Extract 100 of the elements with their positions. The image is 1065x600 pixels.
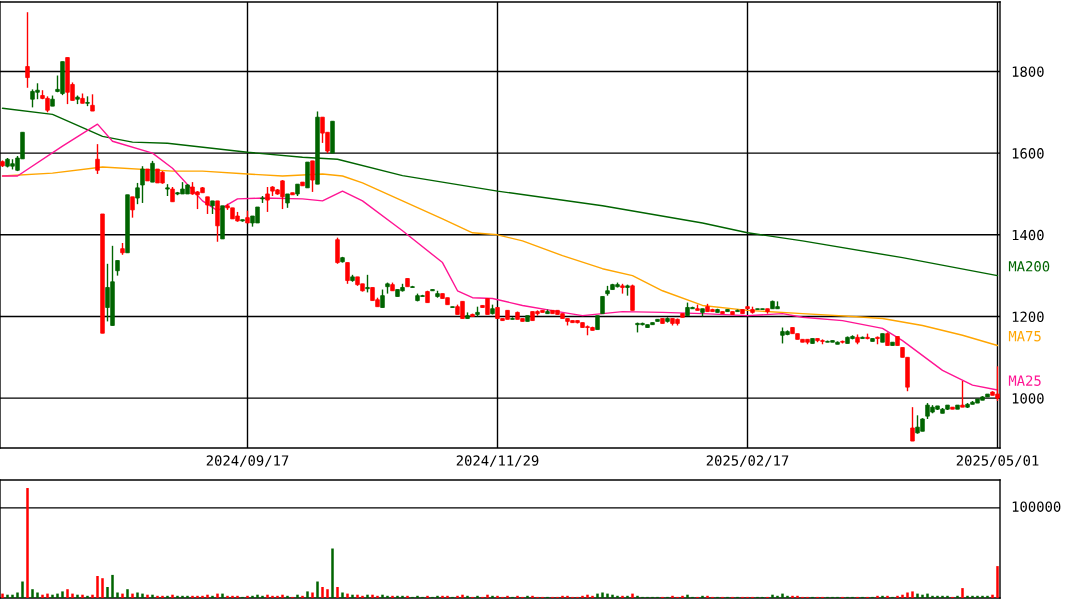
bar [96,576,99,598]
bar [986,595,989,598]
bar [996,566,999,598]
bar [136,592,139,598]
bar [496,595,499,598]
bar [491,595,494,598]
bar [446,595,449,598]
bar [586,594,589,598]
bar [636,595,639,598]
bar [186,595,189,598]
bar [231,595,234,598]
bar [966,595,969,598]
bar [276,595,279,598]
bar [971,595,974,598]
bar [156,595,159,598]
bar [336,587,339,598]
bar [441,595,444,598]
bar [196,595,199,598]
candlestick [310,160,315,193]
bar [11,594,14,598]
candlestick [135,182,140,205]
text: 100000 [1012,501,1061,512]
bar [561,595,564,598]
candlestick [150,160,155,183]
candlestick [130,196,135,219]
candlestick [25,11,30,89]
bar [796,595,799,598]
bar [86,595,89,598]
bar [21,581,24,598]
bar [621,595,624,598]
bar [51,594,54,598]
bar [461,594,464,598]
bar [126,589,129,598]
bar [321,587,324,598]
bar [146,594,149,598]
y-tick-label: 1600 [1012,148,1044,159]
bar [631,593,634,598]
bar [116,592,119,598]
bar [376,595,379,598]
bar [771,594,774,598]
bar [486,594,489,598]
bar [56,593,59,598]
bar [896,595,899,598]
candlestick [95,143,100,175]
candlestick [265,186,270,213]
y-tick-label: 1200 [1012,311,1044,322]
bar [316,581,319,598]
x-tick-label: 2025/05/01 [956,455,1039,467]
y-tick-label: 1000 [1012,393,1044,404]
bar [881,595,884,598]
bar [911,591,914,598]
bar [581,595,584,598]
bar [141,593,144,598]
series-label: MA75 [1008,331,1041,342]
candlestick [335,236,340,265]
bar [256,594,259,598]
bar [106,587,109,598]
bar [531,595,534,598]
bar [941,595,944,598]
bar [681,595,684,598]
bar [171,594,174,598]
bar [61,591,64,598]
bar [361,595,364,598]
bar [476,595,479,598]
bar [976,595,979,598]
bar [176,595,179,598]
bar [671,595,674,598]
bar [226,595,229,598]
bar [211,595,214,598]
bar [596,593,599,598]
series-label: MA25 [1008,375,1041,386]
x-tick-label: 2025/02/17 [706,455,789,467]
bar [876,595,879,598]
bar [266,594,269,598]
bar [121,593,124,598]
bar [591,595,594,598]
bar [686,594,689,598]
bar [36,592,39,598]
bar [151,594,154,598]
bar [76,594,79,598]
bar [301,595,304,598]
bar [466,595,469,598]
bar [601,592,604,598]
bar [371,594,374,598]
bar [91,594,94,598]
candlestick [140,165,145,204]
bar [201,595,204,598]
bar [271,595,274,598]
bar [166,595,169,598]
bar [786,595,789,598]
bar [181,595,184,598]
bar [401,595,404,598]
bar [456,595,459,598]
bar [931,595,934,598]
bar [426,595,429,598]
bar [206,594,209,598]
line-series [1,107,999,277]
bar [251,595,254,598]
bar [41,594,44,598]
bar [391,595,394,598]
